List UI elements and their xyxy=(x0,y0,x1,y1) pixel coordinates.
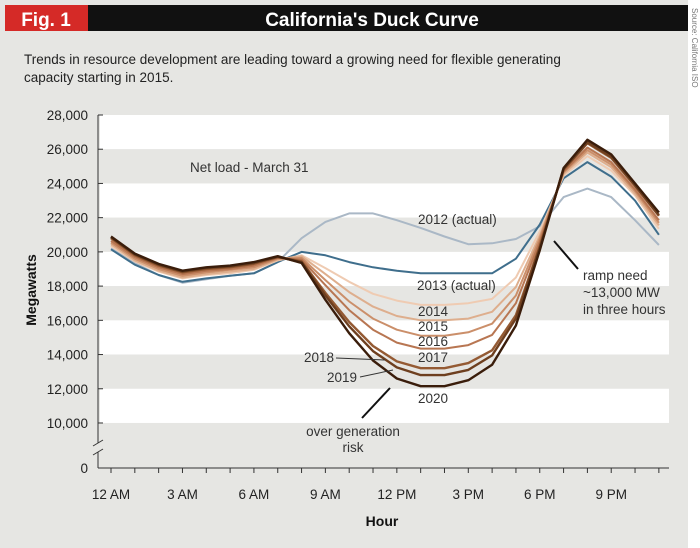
x-tick-label: 9 AM xyxy=(310,487,341,502)
series-label: 2013 (actual) xyxy=(417,278,496,293)
source-credit: Source: California ISO xyxy=(690,8,699,88)
y-tick-label: 18,000 xyxy=(47,279,88,294)
leader-line xyxy=(361,387,391,419)
overgen-label: over generation xyxy=(306,424,400,439)
x-tick-label: 12 AM xyxy=(92,487,130,502)
grid-band xyxy=(100,286,669,321)
leader-line xyxy=(553,240,579,270)
series-label: 2016 xyxy=(418,334,448,349)
series-label: 2015 xyxy=(418,319,448,334)
y-tick-label: 0 xyxy=(80,461,88,476)
series-label: 2020 xyxy=(418,391,448,406)
y-tick-label: 14,000 xyxy=(47,348,88,363)
y-tick-label: 20,000 xyxy=(47,245,88,260)
y-tick-label: 10,000 xyxy=(47,416,88,431)
grid-band xyxy=(100,183,669,218)
x-tick-label: 3 AM xyxy=(167,487,198,502)
series-label: 2019 xyxy=(327,370,357,385)
grid-band xyxy=(100,115,669,150)
annotations: Net load - March 31 2012 (actual) 2013 (ac… xyxy=(190,160,666,455)
leader-line xyxy=(335,357,386,361)
subtitle-line-2: capacity starting in 2015. xyxy=(24,70,173,85)
x-tick-label: 6 PM xyxy=(524,487,556,502)
series-label: 2012 (actual) xyxy=(418,212,497,227)
series-line-2017 xyxy=(110,146,660,350)
fig-label: Fig. 1 xyxy=(21,10,71,31)
leader-line xyxy=(359,369,394,378)
series-label: 2014 xyxy=(418,304,449,319)
y-tick-label: 28,000 xyxy=(47,108,88,123)
series-lines xyxy=(110,138,660,388)
grid-bands xyxy=(100,115,669,466)
series-line-2013 xyxy=(110,161,660,283)
x-axis-label: Hour xyxy=(366,513,399,529)
series-line-2020 xyxy=(110,138,660,388)
y-tick-label: 24,000 xyxy=(47,176,88,191)
y-tick-label: 16,000 xyxy=(47,313,88,328)
y-tick-label: 26,000 xyxy=(47,142,88,157)
ramp-label: ~13,000 MW xyxy=(583,285,660,300)
series-label: 2018 xyxy=(304,350,334,365)
title-bar xyxy=(88,5,688,31)
ramp-label: ramp need xyxy=(583,268,648,283)
ramp-label: in three hours xyxy=(583,302,666,317)
y-tick-label: 12,000 xyxy=(47,382,88,397)
chart-title: California's Duck Curve xyxy=(265,10,479,31)
x-tick-label: 3 PM xyxy=(453,487,485,502)
y-axis-label: Megawatts xyxy=(23,254,39,326)
grid-band xyxy=(100,422,669,466)
fig-label-box xyxy=(5,5,88,31)
series-line-2015 xyxy=(110,151,660,322)
x-tick-label: 12 PM xyxy=(377,487,416,502)
grid-band xyxy=(100,320,669,355)
x-tick-label: 6 AM xyxy=(239,487,270,502)
overgen-label: risk xyxy=(343,440,364,455)
axes: 28,000 26,000 24,000 22,000 20,000 18,000 16,0… xyxy=(23,108,669,529)
grid-band xyxy=(100,217,669,252)
x-tick-label: 9 PM xyxy=(595,487,627,502)
y-tick-label: 22,000 xyxy=(47,211,88,226)
net-load-label: Net load - March 31 xyxy=(190,160,309,175)
subtitle-line-1: Trends in resource development are leadi… xyxy=(24,52,561,67)
axis-break-mark xyxy=(92,439,104,456)
series-label: 2017 xyxy=(418,350,448,365)
